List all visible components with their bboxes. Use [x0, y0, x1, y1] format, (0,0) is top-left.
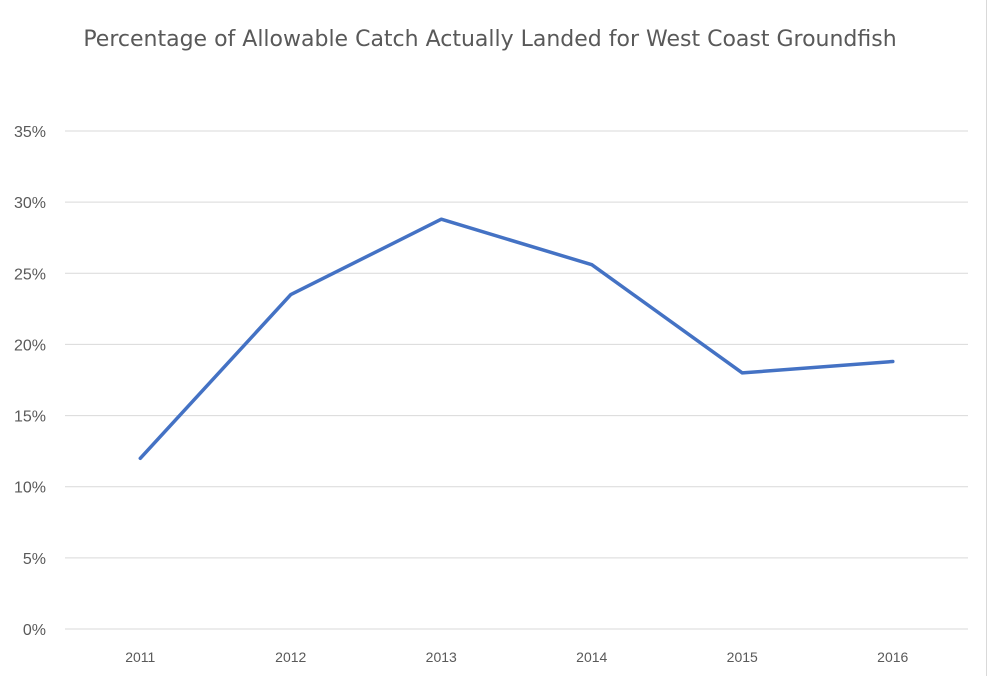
y-tick-label: 25%	[14, 266, 46, 283]
y-tick-label: 15%	[14, 409, 46, 426]
series-line	[138, 217, 895, 461]
x-tick-label: 2013	[426, 649, 457, 665]
x-tick-label: 2015	[727, 649, 758, 665]
y-tick-label: 20%	[14, 337, 46, 354]
y-tick-label: 30%	[14, 195, 46, 212]
y-tick-label: 0%	[23, 622, 46, 639]
x-tick-label: 2016	[877, 649, 908, 665]
y-axis-tick-labels: 0% 5% 10% 15% 20% 25% 30% 35%	[14, 124, 46, 639]
y-tick-label: 5%	[23, 551, 46, 568]
x-tick-label: 2012	[275, 649, 306, 665]
y-tick-label: 10%	[14, 480, 46, 497]
x-axis-tick-labels: 2011 2012 2013 2014 2015 2016	[125, 649, 908, 665]
gridlines	[65, 130, 968, 630]
y-tick-label: 35%	[14, 124, 46, 141]
x-tick-label: 2011	[125, 649, 155, 665]
series-lines	[138, 217, 895, 461]
x-tick-label: 2014	[576, 649, 607, 665]
chart-title: Percentage of Allowable Catch Actually L…	[83, 27, 897, 52]
